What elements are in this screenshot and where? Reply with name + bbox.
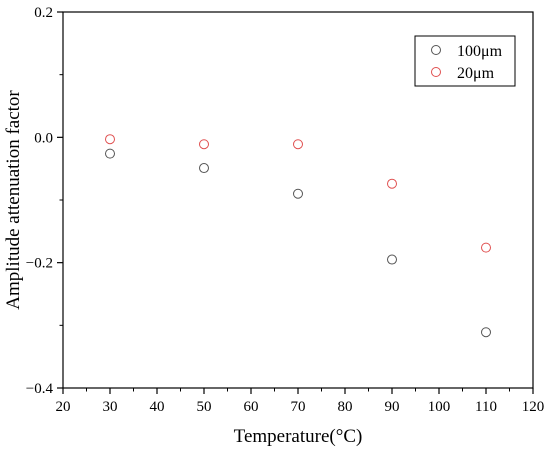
data-point-series-1 [105, 148, 115, 159]
x-tick-label: 90 [385, 399, 400, 415]
x-tick-label: 80 [338, 399, 353, 415]
data-point-series-2 [387, 178, 397, 189]
legend: 100μm 20μm [414, 35, 516, 87]
data-point-series-2 [293, 139, 303, 150]
y-tick-label: 0.0 [34, 130, 53, 146]
data-point-series-2 [105, 134, 115, 145]
y-tick-label: −0.2 [26, 256, 53, 272]
data-point-series-1 [199, 163, 209, 174]
data-point-series-1 [387, 254, 397, 265]
x-tick-label: 70 [291, 399, 306, 415]
x-tick-label: 40 [150, 399, 165, 415]
data-points [105, 134, 491, 338]
axis-ticks: 20 30 40 50 60 70 80 90 100 110 120 −0.4 −0.2 0.0 0.2 [26, 5, 544, 415]
x-tick-label: 120 [522, 399, 545, 415]
legend-marker-series-2 [431, 67, 441, 77]
legend-label-series-1: 100μm [457, 43, 503, 60]
x-tick-label: 110 [475, 399, 497, 415]
plot-area-frame [62, 11, 534, 389]
y-tick-label: 0.2 [34, 5, 53, 21]
y-tick-label: −0.4 [26, 381, 54, 397]
legend-marker-series-1 [431, 45, 441, 55]
data-point-series-1 [481, 327, 491, 338]
x-tick-label: 30 [103, 399, 118, 415]
x-tick-label: 60 [244, 399, 259, 415]
x-tick-label: 20 [56, 399, 71, 415]
data-point-series-2 [199, 139, 209, 150]
legend-box [414, 35, 516, 87]
data-point-series-2 [481, 242, 491, 253]
legend-label-series-2: 20μm [457, 65, 495, 82]
x-tick-label: 100 [428, 399, 451, 415]
y-axis-label: Amplitude attenuation factor [3, 90, 24, 310]
data-point-series-1 [293, 188, 303, 199]
x-axis-label: Temperature(°C) [234, 426, 363, 447]
x-tick-label: 50 [197, 399, 212, 415]
